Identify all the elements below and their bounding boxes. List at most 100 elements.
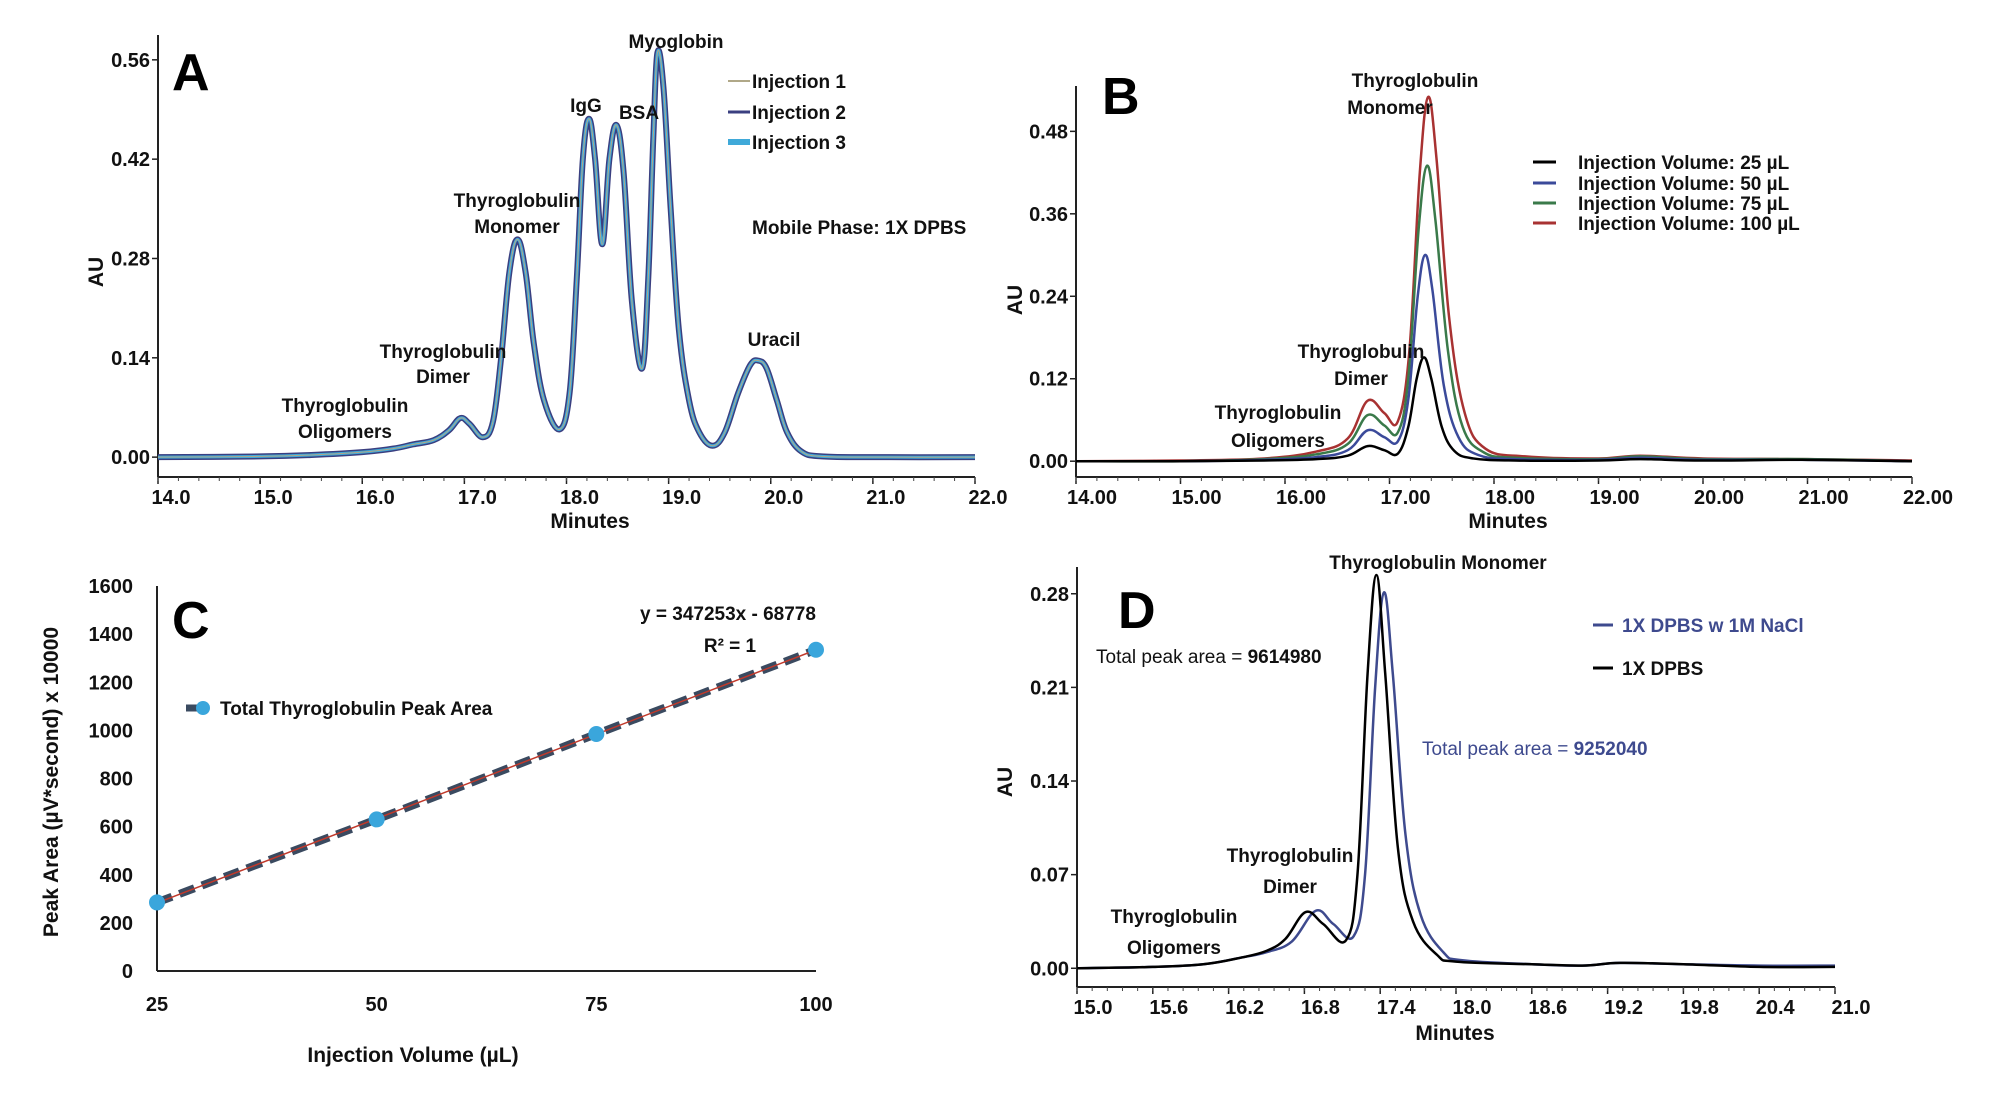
total-peak-area-nacl: Total peak area = 9252040 <box>1422 739 1648 760</box>
panel-letter: C <box>172 592 210 650</box>
x-tick-label: 50 <box>366 994 388 1016</box>
peak-label-oligomers-1: Thyroglobulin <box>1215 403 1342 424</box>
trace-2 <box>1076 573 1836 970</box>
y-tick-label: 1000 <box>89 720 134 742</box>
legend-label: Injection 3 <box>752 133 846 154</box>
x-tick-label: 15.00 <box>1171 487 1221 509</box>
legend: 1X DPBS w 1M NaCl 1X DPBS <box>1593 616 1804 680</box>
x-tick-label: 15.0 <box>254 487 293 509</box>
y-tick-label: 0.00 <box>1029 451 1068 473</box>
x-tick-label: 21.0 <box>1832 997 1871 1019</box>
y-tick-label: 0.24 <box>1029 286 1069 308</box>
panel-c-calibration: C 25 50 75 10002004006008001000120014001600… <box>40 576 833 1067</box>
axes: 14.00 15.00 16.00 17.00 18.00 19.00 20.00 21.00… <box>1029 86 1953 509</box>
x-tick-label: 15.6 <box>1149 997 1188 1019</box>
x-tick-label: 20.00 <box>1694 487 1744 509</box>
legend: Injection 1 Injection 2 Injection 3 <box>728 72 846 154</box>
peak-label-oligomers-2: Oligomers <box>298 422 392 443</box>
axes: 15.0 15.6 16.2 16.8 17.4 18.0 18.6 19.2 19.8 20.4… <box>1030 567 1870 1019</box>
peak-label-monomer-2: Monomer <box>474 217 560 238</box>
x-tick-label: 18.0 <box>560 487 599 509</box>
x-tick-label: 18.00 <box>1485 487 1535 509</box>
panel-a-chromatogram: A 14.0 15.0 16.0 17.0 18.0 19.0 20.0 21.0 22.0 0.… <box>85 32 1007 533</box>
area-value: 9252040 <box>1574 739 1648 760</box>
trace-injection-1 <box>157 50 976 458</box>
x-tick-label: 19.8 <box>1680 997 1719 1019</box>
y-tick-label: 0.28 <box>111 248 150 270</box>
x-tick-label: 17.00 <box>1380 487 1430 509</box>
data-point <box>368 811 385 828</box>
y-tick-label: 0.00 <box>111 447 150 469</box>
x-tick-label: 14.0 <box>152 487 191 509</box>
series <box>149 641 824 911</box>
x-tick-label: 19.0 <box>662 487 701 509</box>
peak-label-uracil: Uracil <box>748 330 801 351</box>
peak-label-dimer-1: Thyroglobulin <box>1227 846 1354 867</box>
traces <box>157 47 976 461</box>
traces <box>1075 95 1913 463</box>
x-tick-label: 15.0 <box>1074 997 1113 1019</box>
y-tick-label: 400 <box>100 865 133 887</box>
y-axis-title: AU <box>994 767 1017 797</box>
y-tick-label: 600 <box>100 817 133 839</box>
x-axis-title: Minutes <box>1415 1022 1494 1045</box>
legend-label: Injection Volume: 75 µL <box>1578 194 1790 215</box>
legend-swatch-marker <box>196 701 210 715</box>
peak-label-oligomers-2: Oligomers <box>1127 938 1221 959</box>
y-tick-label: 0.21 <box>1030 677 1069 699</box>
peak-label-dimer-2: Dimer <box>416 367 470 388</box>
y-tick-label: 0.07 <box>1030 865 1069 887</box>
peak-label-dimer-2: Dimer <box>1334 369 1388 390</box>
y-tick-label: 0.42 <box>111 149 150 171</box>
x-tick-label: 19.2 <box>1604 997 1643 1019</box>
y-axis-title: AU <box>1004 285 1027 315</box>
peak-label-monomer-1: Thyroglobulin <box>454 191 581 212</box>
legend-label: Injection 1 <box>752 72 846 93</box>
x-tick-label: 22.0 <box>969 487 1008 509</box>
x-axis-title: Minutes <box>1468 510 1547 533</box>
legend-label: Injection Volume: 100 µL <box>1578 214 1800 235</box>
area-prefix: Total peak area = <box>1422 739 1574 760</box>
traces <box>1076 573 1836 970</box>
area-value: 9614980 <box>1248 647 1322 668</box>
legend-label: 1X DPBS <box>1622 659 1703 680</box>
y-tick-label: 800 <box>100 769 133 791</box>
x-tick-label: 16.2 <box>1225 997 1264 1019</box>
trace-2 <box>1075 253 1913 463</box>
peak-label-oligomers-1: Thyroglobulin <box>282 396 409 417</box>
legend-label: Total Thyroglobulin Peak Area <box>220 699 493 720</box>
y-axis-title: Peak Area (µV*second) x 10000 <box>40 627 63 937</box>
x-tick-label: 16.00 <box>1276 487 1326 509</box>
data-point <box>149 894 165 911</box>
x-tick-label: 17.4 <box>1377 997 1417 1019</box>
axes: 14.0 15.0 16.0 17.0 18.0 19.0 20.0 21.0 22.0 0.00… <box>111 35 1007 509</box>
legend: Total Thyroglobulin Peak Area <box>186 699 493 720</box>
trace-4 <box>1075 95 1913 463</box>
y-tick-label: 1400 <box>89 624 134 646</box>
x-tick-label: 25 <box>146 994 168 1016</box>
trace-3 <box>1075 164 1913 463</box>
y-tick-label: 0.48 <box>1029 121 1068 143</box>
y-tick-label: 0.56 <box>111 50 150 72</box>
x-tick-label: 18.0 <box>1453 997 1492 1019</box>
trace-1 <box>1075 356 1913 463</box>
legend-label: Injection Volume: 25 µL <box>1578 153 1790 174</box>
panel-d-chromatogram: D 15.0 15.6 16.2 16.8 17.4 18.0 18.6 19.2 19.8 20… <box>994 553 1870 1045</box>
y-tick-label: 0.00 <box>1030 958 1069 980</box>
peak-label-bsa: BSA <box>619 103 659 124</box>
mobile-phase-note: Mobile Phase: 1X DPBS <box>752 218 966 239</box>
x-tick-label: 19.00 <box>1589 487 1639 509</box>
y-tick-label: 0.36 <box>1029 204 1068 226</box>
peak-label-monomer-1: Thyroglobulin <box>1352 71 1479 92</box>
legend-label: Injection Volume: 50 µL <box>1578 174 1790 195</box>
peak-label-monomer-2: Monomer <box>1347 98 1433 119</box>
y-axis-title: AU <box>85 257 108 287</box>
peak-label-dimer-1: Thyroglobulin <box>1298 342 1425 363</box>
x-tick-label: 21.00 <box>1798 487 1848 509</box>
y-tick-label: 0.12 <box>1029 369 1068 391</box>
y-tick-label: 0.28 <box>1030 584 1069 606</box>
peak-label-oligomers-2: Oligomers <box>1231 431 1325 452</box>
data-point <box>808 641 824 658</box>
y-tick-label: 1600 <box>89 576 134 598</box>
